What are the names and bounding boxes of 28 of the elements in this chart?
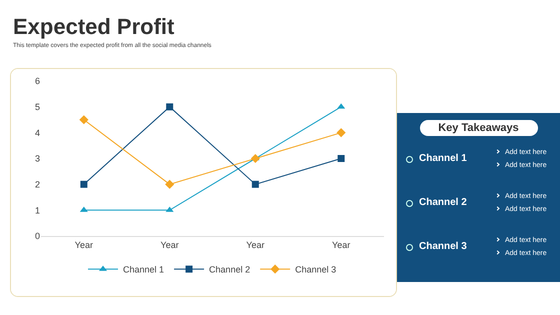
legend-label: Channel 3 [295,264,336,275]
y-tick-label: 0 [34,231,40,242]
point [165,180,174,189]
text: Key Takeaways [420,120,538,136]
point [80,180,88,188]
y-tick-label: 3 [34,154,40,164]
y-tick-label: 1 [34,205,40,216]
x-tick-label: Year [246,240,264,250]
category-label: Channel 1 [419,153,467,164]
y-tick-label: 6 [34,76,40,86]
y-tick-label: 4 [34,128,40,138]
point [166,103,174,110]
point [252,180,259,188]
point [338,155,345,162]
x-tick-label: Year [74,240,93,250]
x-tick-label: Year [160,240,179,250]
y-tick-label: 2 [34,179,40,190]
chart-title: Expected Profit [13,14,174,40]
point [337,103,346,109]
y-tick-label: 5 [34,102,40,112]
x-tick-label: Year [332,240,350,250]
legend-label: Channel 1 [123,264,164,275]
point [79,115,88,124]
point [250,154,260,164]
point [336,128,346,138]
category-label: Channel 2 [419,197,467,208]
legend-label: Channel 2 [209,264,250,275]
category-label: Channel 3 [419,241,467,252]
